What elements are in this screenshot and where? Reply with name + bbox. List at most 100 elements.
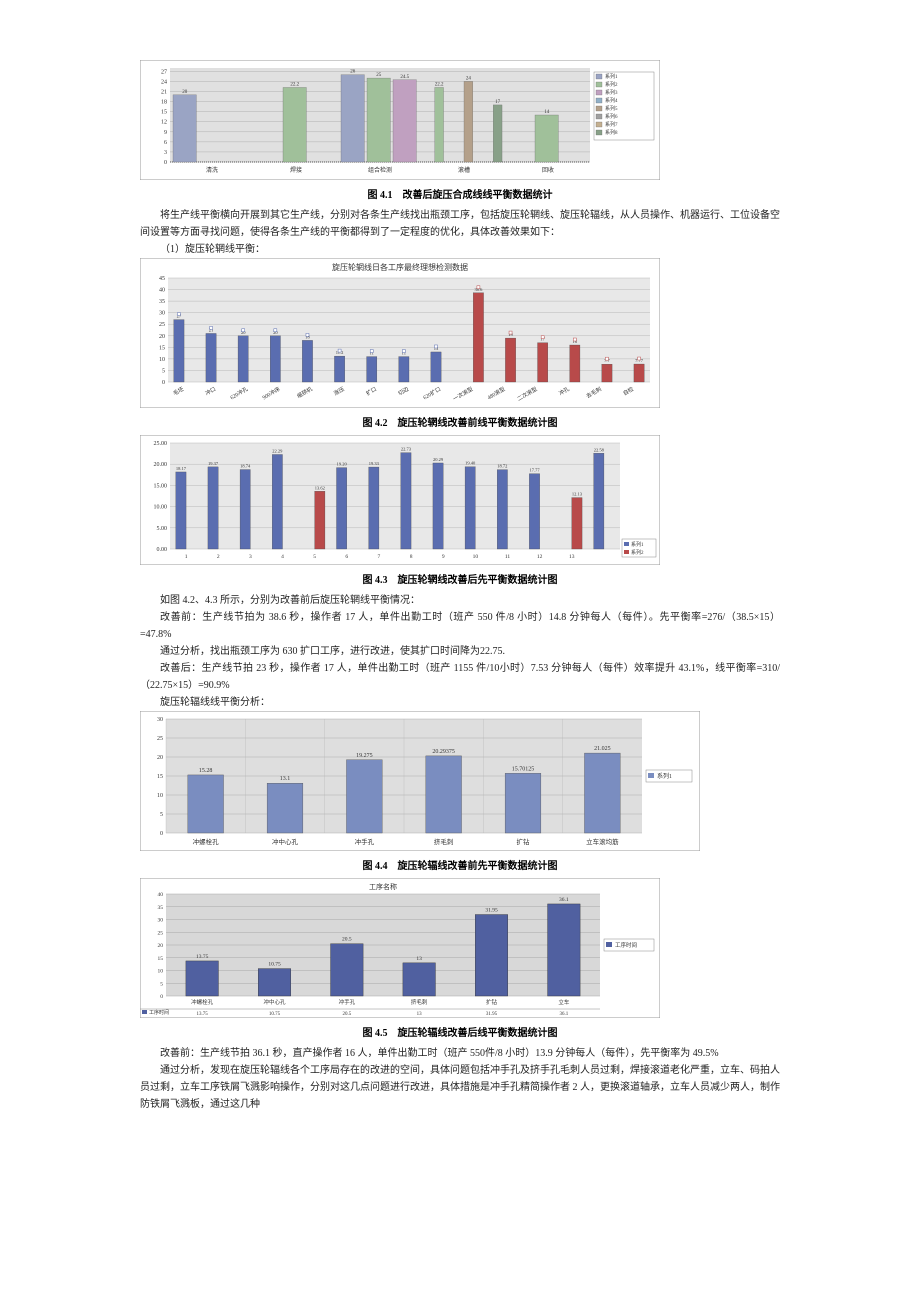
svg-text:15.00: 15.00 (154, 483, 168, 489)
svg-text:31.95: 31.95 (486, 1012, 498, 1017)
svg-text:6: 6 (345, 554, 348, 560)
svg-text:13.1: 13.1 (280, 776, 291, 782)
paragraph-5: 改善后：生产线节拍 23 秒，操作者 17 人，单件出勤工时（班产 1155 件… (140, 660, 780, 694)
svg-text:系列5: 系列5 (605, 105, 618, 112)
svg-text:19.33: 19.33 (369, 461, 380, 466)
caption-41: 图 4.1 改善后旋压合成线线平衡数据统计 (140, 186, 780, 201)
svg-text:5: 5 (313, 554, 316, 560)
svg-text:挤毛刺: 挤毛刺 (434, 837, 454, 846)
svg-text:20: 20 (158, 943, 164, 949)
svg-text:系列1: 系列1 (605, 73, 618, 80)
svg-text:22.58: 22.58 (594, 447, 605, 452)
svg-text:组合检测: 组合检测 (368, 166, 392, 174)
svg-text:18.74: 18.74 (240, 464, 251, 469)
paragraph-5b: 旋压轮辐线线平衡分析： (140, 694, 780, 711)
svg-text:立车滚均筋: 立车滚均筋 (586, 837, 619, 846)
svg-text:40: 40 (158, 892, 164, 898)
svg-text:回收: 回收 (542, 166, 554, 174)
svg-text:19.20: 19.20 (337, 462, 348, 467)
paragraph-7: 通过分析，发现在旋压轮辐线各个工序局存在的改进的空间，具体问题包括冲手孔及挤手孔… (140, 1062, 780, 1113)
svg-text:17: 17 (495, 100, 501, 105)
svg-text:扩钻: 扩钻 (517, 837, 531, 846)
svg-text:3: 3 (249, 554, 252, 560)
svg-text:20.00: 20.00 (154, 462, 168, 468)
svg-text:13: 13 (569, 554, 575, 560)
svg-text:19.37: 19.37 (208, 461, 219, 466)
chart-43: 0.005.0010.0015.0020.0025.0018.17119.372… (140, 435, 780, 565)
svg-text:冲中心孔: 冲中心孔 (263, 998, 286, 1006)
paragraph-6: 改善前：生产线节拍 36.1 秒，直产操作者 16 人，单件出勤工时（班产 55… (140, 1045, 780, 1062)
chart-45: 工序名称051015202530354013.75冲螺栓孔10.75冲中心孔20… (140, 878, 780, 1018)
svg-text:14: 14 (544, 110, 550, 115)
svg-text:19.275: 19.275 (356, 753, 373, 759)
svg-text:25: 25 (159, 322, 165, 328)
svg-text:18: 18 (161, 100, 167, 106)
svg-text:系列1: 系列1 (631, 541, 644, 548)
svg-text:13.75: 13.75 (196, 954, 209, 960)
document-page: 036912151821242720清洗22.2焊接262524.5组合检测22… (140, 60, 780, 1113)
svg-text:6: 6 (164, 140, 167, 146)
svg-text:22.2: 22.2 (435, 82, 444, 87)
caption-42: 图 4.2 旋压轮辋线改善前线平衡数据统计图 (140, 414, 780, 429)
svg-text:5: 5 (162, 368, 165, 374)
svg-text:10: 10 (159, 357, 165, 363)
paragraph-2: 如图 4.2、4.3 所示，分别为改善前后旋压轮辋线平衡情况： (140, 592, 780, 609)
svg-text:15.70125: 15.70125 (512, 766, 535, 772)
svg-text:5: 5 (160, 981, 163, 987)
svg-text:22.2: 22.2 (290, 82, 299, 87)
svg-text:20.5: 20.5 (342, 1012, 351, 1017)
svg-text:10.75: 10.75 (268, 962, 281, 968)
svg-text:工序名称: 工序名称 (369, 882, 397, 891)
svg-text:25: 25 (376, 73, 382, 78)
svg-text:31.95: 31.95 (485, 908, 498, 914)
svg-text:9: 9 (164, 130, 167, 136)
svg-text:冲手孔: 冲手孔 (355, 837, 375, 846)
svg-text:系列4: 系列4 (605, 97, 618, 104)
svg-text:20: 20 (157, 755, 163, 761)
svg-text:10: 10 (157, 793, 163, 799)
svg-text:22.29: 22.29 (272, 448, 283, 453)
svg-text:扩钻: 扩钻 (486, 998, 498, 1006)
svg-text:0: 0 (160, 831, 163, 837)
svg-text:12: 12 (161, 120, 167, 126)
caption-43: 图 4.3 旋压轮辋线改善后先平衡数据统计图 (140, 571, 780, 586)
paragraph-3: 改善前：生产线节拍为 38.6 秒，操作者 17 人，单件出勤工时（班产 550… (140, 609, 780, 643)
svg-text:15.28: 15.28 (199, 768, 213, 774)
svg-text:立车: 立车 (558, 998, 570, 1006)
svg-text:0.00: 0.00 (157, 547, 168, 553)
svg-text:系列2: 系列2 (631, 549, 644, 556)
svg-text:系列6: 系列6 (605, 113, 618, 120)
svg-text:30: 30 (157, 717, 163, 723)
svg-text:45: 45 (159, 276, 165, 282)
svg-text:22.73: 22.73 (401, 447, 412, 452)
svg-text:18.72: 18.72 (497, 464, 507, 469)
svg-text:焊接: 焊接 (290, 166, 302, 174)
svg-text:冲螺栓孔: 冲螺栓孔 (191, 998, 214, 1006)
svg-text:24: 24 (466, 76, 472, 81)
svg-text:11: 11 (505, 554, 511, 560)
svg-text:系列3: 系列3 (605, 89, 618, 96)
svg-text:清洗: 清洗 (206, 166, 218, 174)
svg-text:0: 0 (160, 994, 163, 1000)
svg-text:0: 0 (162, 380, 165, 386)
svg-text:40: 40 (159, 288, 165, 294)
svg-text:25: 25 (157, 736, 163, 742)
paragraph-4: 通过分析，找出瓶颈工序为 630 扩口工序，进行改进，使其扩口时间降为22.75… (140, 643, 780, 660)
svg-text:24.5: 24.5 (400, 75, 409, 80)
svg-text:系列7: 系列7 (605, 121, 618, 128)
svg-text:旋压轮辋线日各工序最终理想检测数据: 旋压轮辋线日各工序最终理想检测数据 (332, 262, 468, 272)
svg-text:系列1: 系列1 (657, 772, 672, 780)
svg-text:20.5: 20.5 (342, 937, 352, 943)
svg-text:30: 30 (159, 311, 165, 317)
svg-text:12.13: 12.13 (572, 492, 583, 497)
svg-text:20.29: 20.29 (433, 457, 444, 462)
svg-text:26: 26 (350, 70, 356, 75)
svg-text:工序时间: 工序时间 (149, 1009, 169, 1016)
svg-text:35: 35 (159, 299, 165, 305)
svg-text:5.00: 5.00 (157, 526, 168, 532)
svg-text:挤毛刺: 挤毛刺 (411, 998, 428, 1006)
svg-text:36.1: 36.1 (559, 897, 569, 903)
chart-41: 036912151821242720清洗22.2焊接262524.5组合检测22… (140, 60, 780, 180)
svg-text:30: 30 (158, 918, 164, 924)
svg-text:15: 15 (157, 774, 163, 780)
